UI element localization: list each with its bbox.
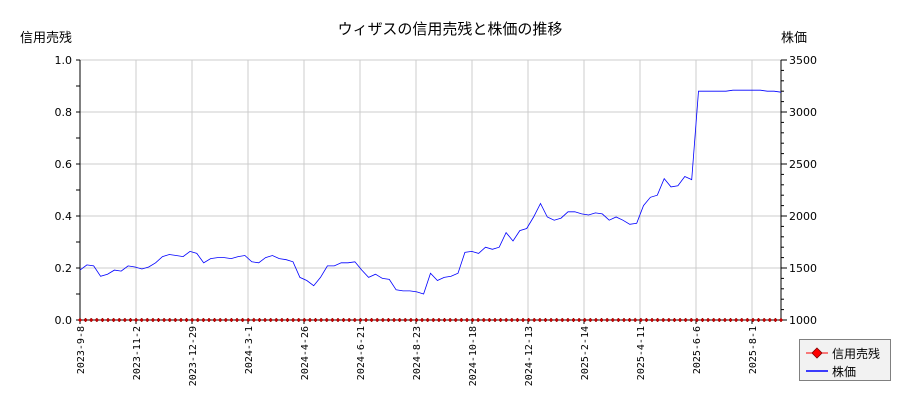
right-tick-label: 3000 [789, 106, 817, 119]
diamond-marker-icon [806, 347, 828, 359]
x-tick-label: 2024-3-1 [244, 326, 255, 374]
x-tick-label: 2025-6-6 [692, 326, 703, 374]
x-tick-label: 2024-6-21 [356, 326, 367, 380]
left-tick-label: 0.0 [55, 314, 73, 327]
legend-item-margin: 信用売残 [800, 344, 890, 362]
x-tick-label: 2023-11-2 [132, 326, 143, 380]
legend: 信用売残 株価 [799, 339, 891, 381]
legend-item-price: 株価 [800, 362, 890, 380]
line-marker-icon [806, 370, 828, 372]
left-tick-label: 0.8 [55, 106, 73, 119]
x-tick-label: 2025-4-11 [636, 326, 647, 380]
price-line [79, 89, 782, 295]
right-tick-label: 1000 [789, 314, 817, 327]
left-tick-label: 0.2 [55, 262, 73, 275]
x-tick-label: 2024-10-18 [468, 326, 479, 386]
right-tick-label: 3500 [789, 54, 817, 67]
left-axis-title: 信用売残 [20, 30, 72, 46]
legend-label-price: 株価 [832, 365, 857, 379]
right-tick-label: 2500 [789, 158, 817, 171]
right-axis-title: 株価 [781, 31, 807, 46]
chart-title: ウィザスの信用売残と株価の推移 [338, 20, 563, 38]
left-tick-label: 0.4 [55, 210, 73, 223]
left-tick-label: 0.6 [55, 158, 73, 171]
x-tick-label: 2024-8-23 [412, 326, 423, 380]
left-tick-label: 1.0 [55, 54, 73, 67]
legend-label-margin: 信用売残 [832, 347, 881, 361]
right-tick-label: 2000 [789, 210, 817, 223]
x-tick-label: 2023-12-29 [188, 326, 199, 386]
x-tick-label: 2024-4-26 [300, 326, 311, 380]
x-tick-label: 2023-9-8 [76, 326, 87, 374]
right-tick-label: 1500 [789, 262, 817, 275]
x-tick-label: 2025-8-1 [748, 326, 759, 374]
x-tick-label: 2024-12-13 [524, 326, 535, 386]
x-tick-label: 2025-2-14 [580, 326, 591, 380]
